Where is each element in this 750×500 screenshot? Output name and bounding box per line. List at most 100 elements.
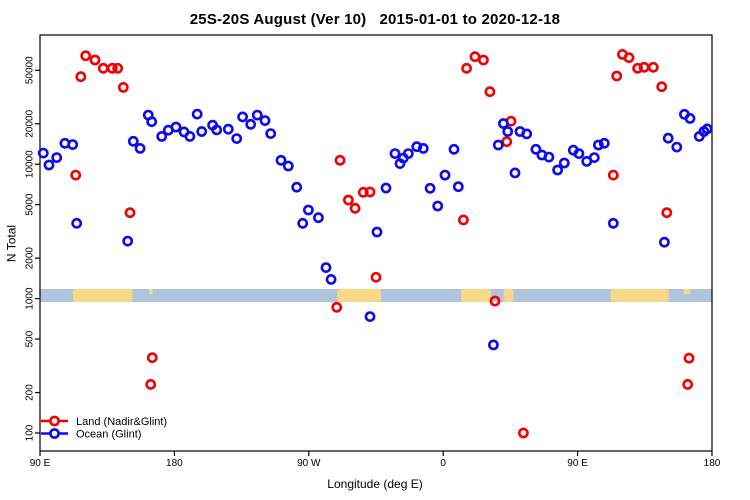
data-point-ocean [127, 135, 139, 147]
data-point-land [342, 194, 354, 206]
map-band-land [72, 289, 133, 302]
data-point-ocean [402, 148, 414, 159]
data-point-ocean [530, 143, 542, 155]
data-point-land [484, 86, 496, 98]
data-point-ocean [265, 128, 277, 139]
y-tick-label: 500 [25, 330, 36, 347]
data-point-ocean [312, 212, 324, 224]
data-point-ocean [43, 159, 55, 171]
data-point-land [334, 154, 346, 166]
data-point-land [349, 202, 361, 214]
legend-marker [49, 415, 60, 427]
data-point-ocean [521, 128, 533, 140]
y-tick-label: 200 [25, 384, 36, 401]
data-point-land [501, 136, 513, 148]
data-point-ocean [411, 141, 423, 153]
y-tick-label: 50000 [25, 56, 36, 84]
data-point-land [357, 186, 369, 198]
data-point-ocean [302, 204, 314, 216]
data-point-land [457, 214, 469, 226]
data-point-ocean [659, 236, 670, 248]
data-point-land [145, 378, 157, 390]
data-point-ocean [191, 108, 203, 120]
data-point-ocean [558, 157, 570, 169]
data-point-ocean [282, 160, 294, 172]
data-point-ocean [671, 141, 683, 153]
data-point-land [607, 169, 619, 181]
data-point-ocean [37, 147, 49, 159]
data-point-ocean [231, 133, 243, 144]
data-point-land [364, 186, 376, 198]
data-point-land [106, 62, 118, 74]
y-tick-label: 10000 [25, 150, 36, 178]
data-point-ocean [502, 126, 514, 137]
data-point-land [117, 82, 129, 93]
data-point-ocean [593, 139, 604, 151]
x-tick-label: 180 [704, 458, 721, 469]
data-point-land [70, 169, 82, 181]
data-point-land [682, 378, 694, 390]
legend-marker [49, 428, 60, 439]
data-point-ocean [170, 121, 182, 133]
data-point-ocean [297, 217, 309, 229]
data-point-ocean [146, 116, 158, 128]
map-band-island [149, 289, 153, 294]
x-axis-label: Longitude (deg E) [327, 477, 423, 491]
data-point-ocean [134, 142, 146, 154]
x-tick-label: 90 E [30, 458, 51, 469]
map-band-island [683, 289, 691, 294]
map-band-land [503, 289, 514, 302]
legend-label: Land (Nadir&Glint) [76, 416, 167, 428]
data-point-ocean [291, 181, 303, 193]
data-point-ocean [122, 235, 134, 247]
data-point-ocean [701, 123, 713, 135]
data-point-land [661, 207, 673, 219]
data-point-land [647, 61, 659, 73]
data-point-land [469, 51, 481, 63]
data-point-ocean [598, 137, 610, 149]
data-point-land [611, 70, 623, 82]
data-point-ocean [439, 169, 451, 181]
x-tick-label: 90 W [297, 458, 321, 469]
data-point-ocean [211, 124, 223, 136]
data-point-ocean [320, 262, 332, 273]
data-point-ocean [380, 182, 392, 194]
data-point-land [112, 62, 124, 74]
x-tick-label: 0 [440, 458, 446, 469]
data-point-ocean [662, 132, 674, 144]
data-point-ocean [275, 154, 287, 166]
data-point-land [518, 427, 529, 439]
data-point-ocean [67, 139, 79, 150]
data-point-ocean [417, 142, 429, 154]
data-point-land [461, 62, 472, 74]
x-tick-label: 90 E [567, 458, 588, 469]
data-point-land [489, 295, 501, 307]
y-tick-label: 5000 [25, 193, 36, 216]
data-point-ocean [509, 167, 521, 179]
data-point-ocean [222, 123, 234, 135]
y-tick-label: 20000 [25, 109, 36, 137]
data-point-land [632, 62, 643, 74]
data-point-ocean [259, 115, 271, 126]
data-point-ocean [156, 130, 168, 142]
data-point-ocean [325, 273, 337, 285]
data-point-ocean [51, 152, 63, 163]
chart-title: 25S-20S August (Ver 10) 2015-01-01 to 20… [189, 11, 561, 28]
data-point-land [124, 207, 136, 219]
data-point-land [477, 54, 489, 66]
data-point-ocean [497, 118, 509, 129]
map-band-land [461, 289, 491, 302]
y-tick-label: 1000 [25, 287, 36, 310]
data-point-ocean [251, 109, 263, 121]
legend-label: Ocean (Glint) [76, 428, 141, 440]
data-point-ocean [588, 152, 600, 163]
data-point-ocean [552, 164, 563, 176]
data-point-ocean [184, 130, 196, 142]
data-point-ocean [71, 217, 83, 229]
data-point-land [80, 50, 92, 62]
data-point-land [89, 54, 101, 66]
data-point-land [146, 352, 158, 364]
data-point-ocean [684, 113, 696, 124]
